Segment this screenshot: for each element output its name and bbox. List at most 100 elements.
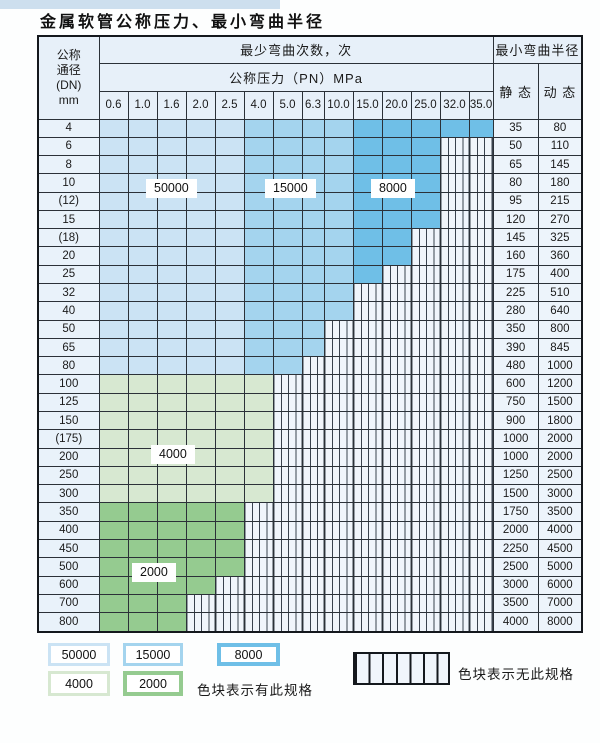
spec-cell-1.0 [127, 246, 158, 266]
no-spec-cell-10.0 [323, 465, 354, 486]
no-spec-cell-32.0 [439, 612, 470, 633]
no-spec-cell-5.0 [272, 465, 303, 486]
dynamic-radius-cell: 2000 [537, 429, 583, 449]
spec-cell-10.0 [323, 264, 354, 285]
spec-cell-4.0 [243, 136, 274, 157]
dynamic-radius-cell: 145 [537, 155, 583, 175]
pressure-header: 公称压力（PN）MPa [98, 62, 494, 92]
no-spec-cell-25.0 [410, 319, 441, 339]
spec-cell-15.0 [352, 264, 383, 285]
spec-cell-25.0 [410, 173, 441, 193]
no-spec-cell-15.0 [352, 319, 383, 339]
no-spec-cell-25.0 [410, 612, 441, 633]
pressure-col-10.0: 10.0 [323, 90, 354, 120]
dynamic-radius-cell: 7000 [537, 593, 583, 614]
zone-label-4000: 4000 [151, 445, 195, 464]
spec-cell-1.0 [127, 593, 158, 614]
spec-cell-25.0 [410, 136, 441, 157]
spec-cell-2.0 [185, 538, 216, 559]
no-spec-cell-20.0 [381, 557, 412, 577]
no-spec-cell-10.0 [323, 447, 354, 467]
no-spec-cell-15.0 [352, 374, 383, 394]
spec-cell-2.5 [214, 136, 245, 157]
pressure-col-1.6: 1.6 [156, 90, 187, 120]
spec-cell-4.0 [243, 410, 274, 431]
no-spec-cell-4.0 [243, 502, 274, 522]
spec-cell-2.0 [185, 209, 216, 230]
spec-cell-2.5 [214, 283, 245, 303]
spec-cell-4.0 [243, 465, 274, 486]
no-spec-cell-35.0 [468, 301, 494, 321]
header-row-2: 公称压力（PN）MPa 静 态 动 态 [38, 62, 583, 120]
spec-cell-1.6 [156, 538, 187, 559]
spec-cell-2.0 [185, 136, 216, 157]
dn-cell: (175) [37, 429, 100, 449]
dynamic-radius-cell: 1500 [537, 392, 583, 413]
spec-cell-15.0 [352, 246, 383, 266]
spec-cell-4.0 [243, 319, 274, 339]
spec-cell-2.0 [185, 465, 216, 486]
no-spec-cell-35.0 [468, 429, 494, 449]
spec-cell-10.0 [323, 246, 354, 266]
spec-cell-1.0 [127, 502, 158, 522]
no-spec-cell-35.0 [468, 283, 494, 303]
spec-cell-1.6 [156, 593, 187, 614]
no-spec-cell-6.3 [301, 392, 325, 413]
spec-cell-20.0 [381, 228, 412, 248]
spec-cell-2.0 [185, 575, 216, 595]
no-spec-cell-6.3 [301, 612, 325, 633]
spec-cell-1.0 [127, 484, 158, 504]
spec-cell-1.0 [127, 319, 158, 339]
no-spec-cell-6.3 [301, 593, 325, 614]
spec-cell-1.6 [156, 484, 187, 504]
header-row-1: 公称 通径 (DN) mm 最少弯曲次数，次 最小弯曲半径 [37, 35, 583, 120]
legend-swatch-50000: 50000 [48, 643, 110, 666]
static-radius-cell: 50 [492, 136, 539, 157]
no-spec-cell-35.0 [468, 484, 494, 504]
no-spec-cell-15.0 [352, 447, 383, 467]
no-spec-cell-20.0 [381, 410, 412, 431]
spec-cell-1.0 [127, 374, 158, 394]
dynamic-radius-cell: 4500 [537, 538, 583, 559]
dynamic-radius-cell: 3500 [537, 502, 583, 522]
no-spec-cell-32.0 [439, 557, 470, 577]
zone-label-50000: 50000 [146, 179, 197, 198]
no-spec-cell-15.0 [352, 465, 383, 486]
dn-cell: 20 [37, 246, 100, 266]
no-spec-cell-32.0 [439, 410, 470, 431]
dynamic-radius-cell: 4000 [537, 520, 583, 540]
table-row-dn-65: 65 390 845 [37, 337, 583, 358]
dynamic-radius-cell: 80 [537, 118, 583, 138]
no-spec-cell-10.0 [323, 520, 354, 540]
spec-cell-25.0 [410, 118, 441, 138]
pressure-col-2.0: 2.0 [185, 90, 216, 120]
static-radius-cell: 2000 [492, 520, 539, 540]
spec-cell-10.0 [323, 118, 354, 138]
table-row-dn-400: 400 2000 4000 [37, 520, 583, 540]
spec-cell-10.0 [323, 228, 354, 248]
table-row-dn-4: 4 35 80 [37, 118, 583, 138]
spec-cell-0.6 [98, 191, 129, 211]
spec-cell-6.3 [301, 228, 325, 248]
table-row-dn-32: 32 225 510 [37, 283, 583, 303]
no-spec-cell-35.0 [468, 155, 494, 175]
radius-header: 最小弯曲半径 [492, 35, 583, 64]
pressure-col-4.0: 4.0 [243, 90, 274, 120]
no-spec-cell-35.0 [468, 557, 494, 577]
static-radius-cell: 390 [492, 337, 539, 358]
no-spec-cell-10.0 [323, 374, 354, 394]
spec-cell-4.0 [243, 118, 274, 138]
table-row-dn-40: 40 280 640 [37, 301, 583, 321]
dynamic-radius-cell: 6000 [537, 575, 583, 595]
spec-cell-20.0 [381, 136, 412, 157]
dn-cell: 8 [37, 155, 100, 175]
spec-cell-2.0 [185, 520, 216, 540]
no-spec-cell-5.0 [272, 484, 303, 504]
no-spec-cell-32.0 [439, 447, 470, 467]
spec-cell-4.0 [243, 374, 274, 394]
spec-cell-15.0 [352, 155, 383, 175]
no-spec-cell-4.0 [243, 538, 274, 559]
no-spec-cell-32.0 [439, 191, 470, 211]
no-spec-cell-20.0 [381, 319, 412, 339]
no-spec-cell-6.3 [301, 502, 325, 522]
